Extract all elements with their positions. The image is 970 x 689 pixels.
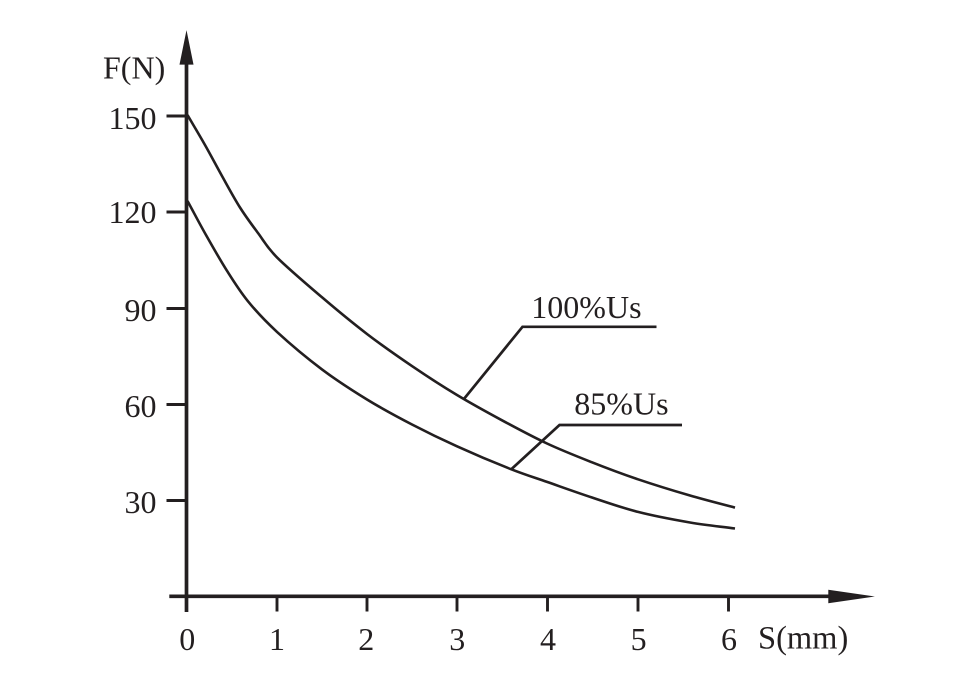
- svg-text:6: 6: [721, 621, 737, 657]
- svg-text:1: 1: [269, 621, 285, 657]
- svg-text:60: 60: [125, 388, 157, 424]
- svg-text:5: 5: [631, 621, 647, 657]
- svg-text:100%Us: 100%Us: [531, 289, 641, 325]
- svg-text:30: 30: [125, 484, 157, 520]
- svg-text:S(mm): S(mm): [758, 621, 848, 657]
- svg-text:2: 2: [358, 621, 374, 657]
- svg-text:90: 90: [125, 292, 157, 328]
- svg-text:3: 3: [449, 621, 465, 657]
- svg-text:0: 0: [179, 621, 195, 657]
- svg-text:120: 120: [109, 194, 157, 230]
- svg-text:4: 4: [540, 621, 556, 657]
- svg-text:85%Us: 85%Us: [574, 386, 668, 422]
- svg-text:F(N): F(N): [103, 50, 165, 86]
- svg-text:150: 150: [109, 100, 157, 136]
